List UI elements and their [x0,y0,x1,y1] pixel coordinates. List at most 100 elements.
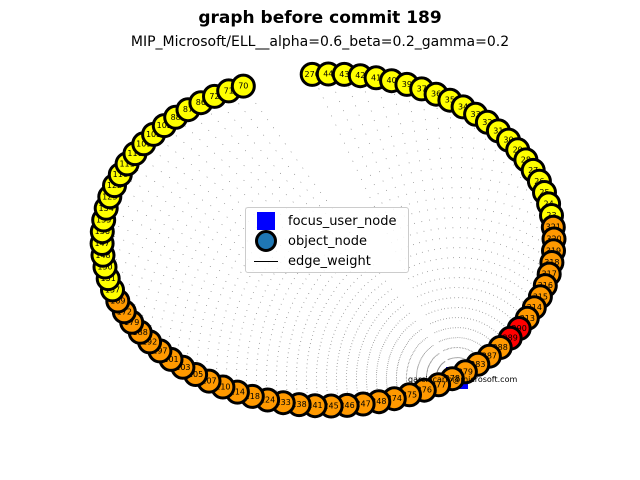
edge [456,106,464,379]
object-node-label: 207 [201,377,216,386]
object-node-label: 70 [238,82,248,91]
object-node-label: 33 [471,110,481,119]
object-node-circle [230,73,256,99]
object-node-label: 290 [512,324,527,333]
object-node-label: 313 [520,314,535,323]
edge [140,332,458,379]
object-node-label: 201 [163,355,178,364]
object-node-label: 278 [445,374,460,383]
object-node-label: 245 [323,402,338,411]
edge [104,266,458,379]
object-node-label: 110 [127,149,142,158]
object-node: 70 [230,73,256,99]
edge [456,130,499,379]
object-node-label: 287 [482,352,497,361]
chart-subtitle: MIP_Microsoft/ELL__alpha=0.6_beta=0.2_ga… [130,34,510,50]
object-node-label: 214 [230,388,245,397]
legend: focus_user_node object_node edge_weight [245,207,409,273]
object-node-label: 71 [224,86,234,95]
object-node-label: 224 [260,396,275,405]
edge [103,219,458,379]
object-node-label: 42 [355,71,365,80]
object-node-label: 72 [209,92,219,101]
object-node-label: 283 [470,360,485,369]
object-node-label: 246 [339,401,354,410]
edge [200,102,458,379]
object-node-label: 30 [503,136,513,145]
object-node-label: 86 [196,98,206,107]
edge [421,88,458,379]
node-layer: 2704443424140393736353433323130292827262… [89,61,567,419]
edge [456,192,545,379]
object-node-label: 34 [458,102,468,111]
edge [449,100,458,379]
edge [456,149,518,379]
object-node-label: 274 [387,394,402,403]
object-node-label: 288 [493,343,508,352]
object-node-label: 218 [245,392,260,401]
object-node-label: 116 [113,170,128,179]
legend-circle-marker [254,230,280,252]
object-node-label: 36 [431,90,441,99]
object-node-label: 39 [402,80,412,89]
legend-line-marker [254,251,280,271]
object-node-label: 28 [521,155,531,164]
edge [170,359,458,379]
object-node-label: 172 [117,307,132,316]
legend-label: focus_user_node [288,213,397,229]
object-node-label: 103 [146,130,161,139]
legend-label: edge_weight [288,253,371,269]
legend-entry-focus-user-node: focus_user_node [254,211,397,231]
legend-square-marker [254,211,280,231]
object-node-label: 29 [513,145,523,154]
object-node-label: 179 [124,318,139,327]
object-node-label: 241 [307,401,322,410]
object-node-label: 37 [417,84,427,93]
object-node-label: 275 [402,390,417,399]
focus-user-node-label: garciacarlo@microsoft.com [408,375,517,384]
object-node-label: 31 [493,126,503,135]
object-node-label: 88 [171,113,181,122]
object-node-label: 277 [431,380,446,389]
object-node-label: 289 [503,334,518,343]
object-node-label: 35 [445,96,455,105]
legend-label: object_node [288,233,368,249]
object-node-label: 203 [175,363,190,372]
edge [456,215,552,379]
legend-entry-edge-weight: edge_weight [254,251,371,271]
chart-title: graph before commit 189 [198,8,442,28]
object-node-label: 247 [355,400,370,409]
legend-entry-object-node: object_node [254,230,368,252]
edge [222,377,458,388]
edge [456,159,527,379]
edge [456,122,488,379]
object-node-label: 279 [458,367,473,376]
edge [391,80,458,379]
edge [406,84,458,379]
object-node-label: 233 [276,398,291,407]
edge [182,366,458,379]
object-node-label: 109 [136,139,151,148]
object-node-label: 197 [152,346,167,355]
object-node-label: 205 [188,370,203,379]
edge [435,94,458,379]
object-node-label: 314 [527,303,542,312]
object-node-label: 111 [119,159,134,168]
object-node-label: 188 [133,328,148,337]
object-node-label: 40 [387,76,397,85]
object-node-label: 276 [417,386,432,395]
object-node-label: 238 [291,400,306,409]
object-node-label: 248 [371,397,386,406]
object-node-label: 41 [371,73,381,82]
object-node-label: 87 [183,105,193,114]
object-node-label: 44 [323,70,333,79]
edge [117,300,458,379]
object-node-label: 270 [305,70,320,79]
object-node-label: 192 [142,337,157,346]
object-node-label: 102 [157,121,172,130]
object-node-label: 210 [215,383,230,392]
object-node-label: 32 [482,118,492,127]
object-node-label: 43 [339,70,349,79]
object-node-label: 27 [528,166,538,175]
